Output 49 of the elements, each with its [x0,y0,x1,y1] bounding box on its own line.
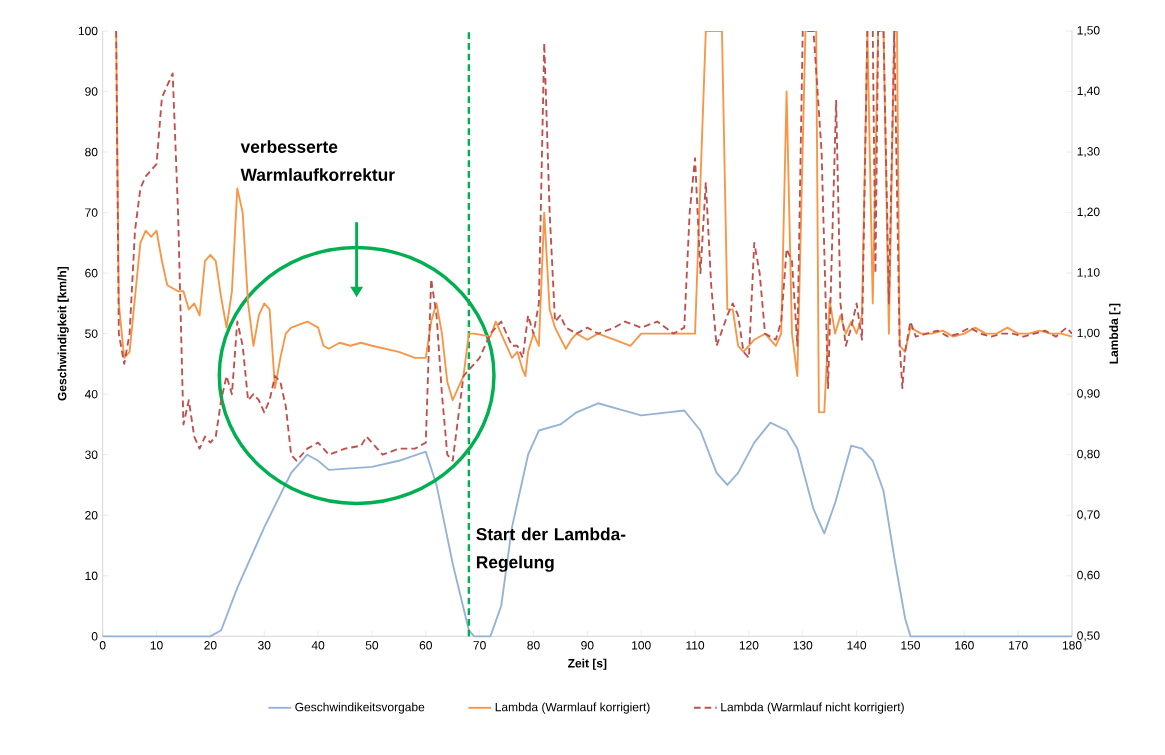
y2-tick-label: 0,80 [1077,449,1100,460]
y2-tick-label: 0,90 [1077,389,1100,400]
y2-tick-label: 1,20 [1077,207,1100,218]
x-tick-label: 10 [150,641,163,650]
x-tick-label: 40 [311,641,325,650]
x-tick-label: 80 [527,641,540,650]
y2-tick-label: 1,40 [1077,86,1100,97]
y-tick-label: 70 [85,208,98,217]
x-tick-label: 100 [632,641,651,650]
annotation: verbesserte Warmlaufkorrektur [240,140,395,181]
x-tick-label: 170 [1009,641,1028,650]
legend-label: Geschwindikeitsvorgabe [295,702,425,714]
y2-axis-title: Lambda [-] [1109,303,1121,364]
y-tick-label: 0 [91,632,98,641]
y2-tick-label: 0,50 [1077,631,1100,642]
x-tick-label: 60 [419,641,432,650]
y-axis-title: Geschwindigkeit [km/h] [57,266,69,401]
y2-tick-label: 0,60 [1077,570,1100,581]
x-tick-label: 180 [1062,641,1082,650]
y-tick-label: 40 [84,389,98,399]
y-tick-label: 30 [85,450,98,459]
x-tick-label: 130 [793,641,813,650]
legend-label: Lambda (Warmlauf nicht korrigiert) [721,702,904,714]
x-tick-label: 20 [204,641,217,650]
y-tick-label: 10 [85,571,98,581]
x-tick-label: 70 [473,641,486,650]
y-tick-label: 80 [85,147,98,157]
y2-tick-label: 1,00 [1077,328,1100,339]
y2-tick-label: 1,30 [1077,147,1100,157]
y-tick-label: 90 [85,87,98,96]
x-tick-label: 90 [581,641,594,650]
y2-tick-label: 1,50 [1077,26,1100,36]
y2-tick-label: 0,70 [1077,510,1100,521]
y-tick-label: 100 [78,26,98,36]
x-tick-label: 120 [739,641,759,650]
x-tick-label: 0 [99,641,106,650]
x-tick-label: 30 [258,641,271,650]
y-tick-label: 60 [85,268,98,278]
x-tick-label: 160 [955,641,974,650]
x-tick-label: 150 [901,641,920,650]
y-tick-label: 20 [85,511,98,520]
x-axis-title: Zeit [s] [568,658,607,670]
x-tick-label: 140 [847,641,867,650]
x-tick-label: 50 [365,641,379,650]
ref-line-label: Start der Lambda-Regelung [476,527,626,572]
y-tick-label: 50 [85,329,98,338]
y2-tick-label: 1,10 [1077,268,1100,279]
legend-label: Lambda (Warmlauf korrigiert) [495,702,650,714]
x-tick-label: 110 [686,641,705,650]
